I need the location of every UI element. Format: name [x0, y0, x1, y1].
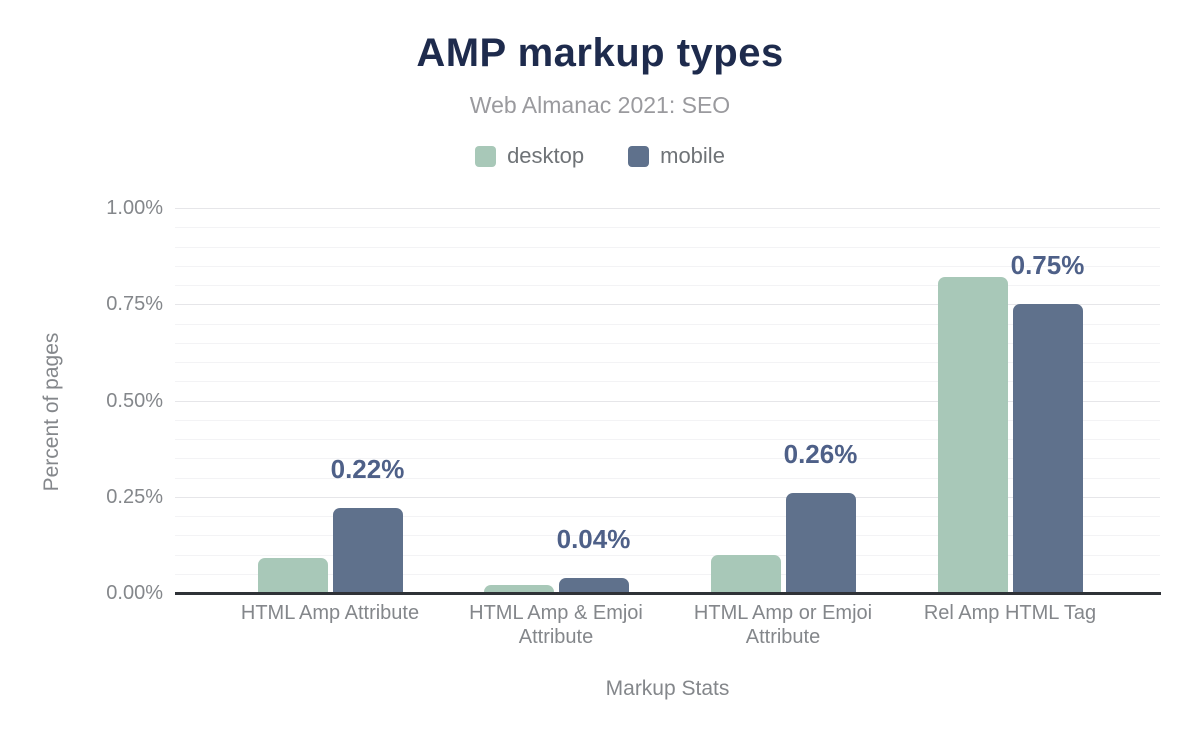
- bar-desktop-0[interactable]: [257, 558, 328, 593]
- gridline-minor: [175, 419, 1160, 421]
- gridline-major: [175, 304, 1160, 306]
- chart-subtitle: Web Almanac 2021: SEO: [469, 92, 731, 118]
- bar-mobile-2[interactable]: [785, 492, 856, 593]
- x-category-label: Rel Amp HTML Tag: [923, 602, 1097, 624]
- gridline-minor: [175, 477, 1160, 479]
- gridline-minor: [175, 439, 1160, 440]
- gridline-minor: [175, 342, 1160, 344]
- legend-swatch-mobile: [628, 145, 650, 167]
- legend-item-desktop[interactable]: desktop: [475, 143, 584, 169]
- legend-label-mobile: mobile: [660, 143, 725, 168]
- data-label-mobile-2: 0.26%: [783, 438, 858, 469]
- gridline-minor: [175, 265, 1160, 267]
- x-category-label: HTML Amp Attribute: [240, 602, 420, 624]
- gridline-minor: [175, 554, 1160, 556]
- legend-swatch-desktop: [475, 145, 497, 167]
- gridline-minor: [175, 362, 1160, 363]
- x-category-label: HTML Amp & Emjoi Attribute: [469, 602, 643, 648]
- y-tick-label: 0.00%: [106, 582, 163, 604]
- gridline-minor: [175, 381, 1160, 383]
- gridline-minor: [175, 516, 1160, 517]
- gridline-minor: [175, 323, 1160, 325]
- chart-title: AMP markup types: [416, 31, 784, 75]
- y-tick-label: 0.75%: [106, 293, 163, 316]
- gridline-minor: [175, 573, 1160, 575]
- x-axis-title: Markup Stats: [605, 677, 730, 700]
- x-axis-line: [175, 592, 1161, 595]
- gridline-major: [175, 400, 1160, 402]
- legend-item-mobile[interactable]: mobile: [628, 143, 725, 169]
- gridline-minor: [175, 458, 1160, 460]
- plot-area: 0.22% 0.04% 0.26% 0.75%: [175, 208, 1160, 593]
- gridline-major: [175, 208, 1160, 209]
- bar-desktop-2[interactable]: [710, 554, 781, 593]
- x-category-label: HTML Amp or Emjoi Attribute: [693, 602, 873, 648]
- y-tick-label: 0.25%: [106, 485, 163, 508]
- bar-mobile-1[interactable]: [558, 577, 629, 593]
- y-tick-label: 1.00%: [106, 197, 163, 219]
- bar-mobile-0[interactable]: [332, 508, 403, 593]
- data-label-mobile-1: 0.04%: [556, 523, 631, 554]
- gridline-major: [175, 496, 1160, 498]
- data-label-mobile-3: 0.75%: [1010, 250, 1085, 281]
- y-tick-label: 0.50%: [106, 389, 163, 412]
- gridline-minor: [175, 227, 1160, 229]
- gridline-minor: [175, 285, 1160, 286]
- bar-desktop-3[interactable]: [937, 277, 1008, 593]
- data-label-mobile-0: 0.22%: [330, 454, 405, 485]
- legend: desktop mobile: [0, 143, 1200, 169]
- bar-desktop-1[interactable]: [483, 585, 554, 593]
- bar-mobile-3[interactable]: [1012, 304, 1083, 593]
- y-axis-title: Percent of pages: [40, 332, 63, 492]
- gridline-minor: [175, 535, 1160, 537]
- legend-label-desktop: desktop: [507, 143, 585, 168]
- gridline-minor: [175, 246, 1160, 248]
